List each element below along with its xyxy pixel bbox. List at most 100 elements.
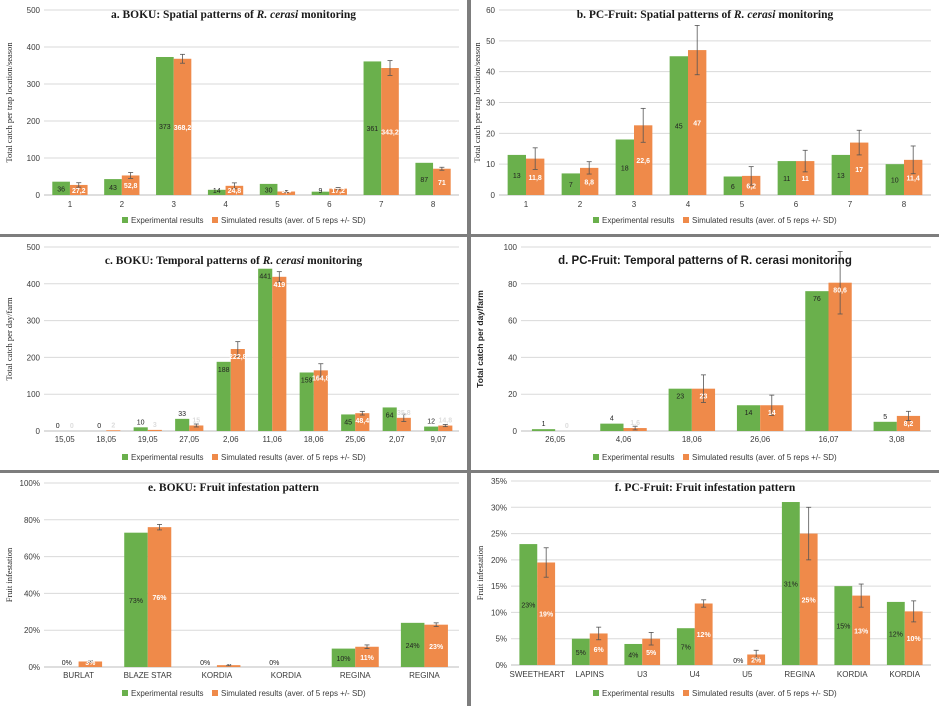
legend-swatch-simulated [212, 217, 218, 223]
experimental-data-label: 23% [521, 603, 535, 610]
simulated-bar [78, 661, 103, 667]
y-tick-label: 10% [491, 608, 507, 617]
panel-e: 0% 20% 40% 60% 80% 100% Fruit infestation 0% 3% B… [0, 473, 467, 706]
experimental-data-label: 13 [513, 173, 521, 180]
legend-label-experimental: Experimental results [602, 216, 674, 225]
chart-title: c. BOKU: Temporal patterns of R. cerasi … [105, 255, 362, 267]
experimental-bar [886, 601, 905, 665]
experimental-data-label: 73% [129, 598, 143, 605]
experimental-data-label: 6 [731, 184, 735, 191]
experimental-data-label: 43 [109, 185, 117, 192]
y-tick-label: 20% [491, 556, 507, 565]
experimental-bar [341, 414, 356, 431]
x-tick-label: 2 [578, 200, 583, 209]
legend-label-simulated: Simulated results (aver. of 5 reps +/- S… [692, 689, 837, 698]
simulated-data-label: 3 [153, 422, 157, 429]
simulated-bar [147, 429, 162, 431]
chart-title-part: b. PC-Fruit: Spatial patterns of [577, 9, 734, 21]
x-tick-label: 6 [794, 200, 799, 209]
y-tick-label: 200 [27, 117, 41, 126]
x-tick-label: LAPINS [576, 670, 604, 679]
simulated-data-label: 8,8 [584, 179, 594, 186]
experimental-data-label: 0 [97, 423, 101, 430]
x-tick-label: U5 [742, 670, 753, 679]
y-tick-label: 400 [27, 43, 41, 52]
y-tick-label: 25% [491, 530, 507, 539]
x-tick-label: KORDIA [202, 671, 233, 680]
experimental-bar [311, 191, 330, 195]
chart-b: 0 10 20 30 40 50 60 Total catch per trap locati… [472, 6, 931, 225]
experimental-bar [531, 429, 556, 431]
y-tick-label: 80% [24, 516, 40, 525]
simulated-bar [760, 405, 784, 431]
simulated-data-label: 71 [438, 180, 446, 187]
y-tick-label: 60 [486, 6, 495, 15]
experimental-bar [382, 407, 397, 431]
legend: Experimental results Simulated results (a… [122, 453, 366, 462]
legend: Experimental results Simulated results (a… [122, 689, 366, 698]
x-tick-label: KORDIA [271, 671, 302, 680]
experimental-bar [424, 426, 439, 431]
simulated-data-label: 23 [700, 394, 708, 401]
legend: Experimental results Simulated results (a… [593, 216, 837, 225]
experimental-data-label: 0% [269, 660, 279, 667]
experimental-data-label: 7 [569, 182, 573, 189]
simulated-bar [580, 167, 599, 195]
chart-title: f. PC-Fruit: Fruit infestation pattern [615, 482, 796, 494]
simulated-bar [433, 168, 451, 195]
legend-swatch-simulated [212, 454, 218, 460]
legend-label-simulated: Simulated results (aver. of 5 reps +/- S… [221, 453, 366, 462]
chart-title-part: monitoring [304, 255, 362, 267]
simulated-data-label: 76% [153, 595, 168, 602]
experimental-bar [400, 622, 425, 667]
chart-title-part: a. BOKU: Spatial patterns of [111, 9, 257, 21]
panel-a: 0 100 200 300 400 500 Total catch per trap loc… [0, 0, 467, 234]
y-tick-label: 400 [27, 280, 41, 289]
x-tick-label: 3 [632, 200, 637, 209]
experimental-bar [615, 139, 634, 195]
experimental-data-label: 18 [621, 165, 629, 172]
experimental-bar [175, 418, 190, 431]
simulated-data-label: 164,8 [312, 375, 330, 382]
y-tick-label: 0 [36, 191, 41, 200]
simulated-data-label: 47 [693, 121, 701, 128]
simulated-bar [272, 276, 287, 431]
y-tick-label: 80 [508, 280, 517, 289]
simulated-bar [329, 188, 347, 195]
simulated-bar [277, 191, 296, 195]
simulated-bar [589, 633, 608, 665]
x-tick-label: 9,07 [430, 435, 446, 444]
simulated-bar [537, 562, 556, 665]
x-tick-label: 18,06 [304, 435, 325, 444]
x-tick-label: 19,05 [138, 435, 159, 444]
x-tick-label: 3,08 [889, 435, 905, 444]
y-tick-label: 100 [27, 154, 41, 163]
y-tick-label: 0 [36, 427, 41, 436]
legend-swatch-experimental [593, 217, 599, 223]
experimental-data-label: 12% [889, 631, 903, 638]
simulated-bar [381, 68, 399, 195]
simulated-data-label: 0 [70, 423, 74, 430]
experimental-data-label: 4 [610, 416, 614, 423]
experimental-data-label: 30 [265, 187, 273, 194]
simulated-data-label: 13% [854, 628, 869, 635]
x-tick-label: 4 [686, 200, 691, 209]
experimental-data-label: 4% [628, 652, 638, 659]
y-tick-label: 5% [495, 635, 507, 644]
x-tick-label: 2,07 [389, 435, 405, 444]
simulated-data-label: 1% [224, 660, 235, 667]
experimental-bar [600, 423, 624, 431]
x-tick-label: 8 [902, 200, 907, 209]
x-tick-label: 18,06 [682, 435, 703, 444]
chart-title-part: monitoring [775, 9, 833, 21]
simulated-bar [691, 388, 716, 431]
simulated-data-label: 48,4 [355, 418, 369, 425]
simulated-bar [896, 415, 921, 431]
x-tick-label: 5 [740, 200, 745, 209]
x-tick-label: 15,05 [55, 435, 76, 444]
simulated-bar [121, 175, 140, 195]
x-tick-label: 16,07 [818, 435, 839, 444]
experimental-data-label: 15% [836, 624, 850, 631]
simulated-data-label: 12% [697, 632, 712, 639]
y-tick-label: 300 [27, 317, 41, 326]
